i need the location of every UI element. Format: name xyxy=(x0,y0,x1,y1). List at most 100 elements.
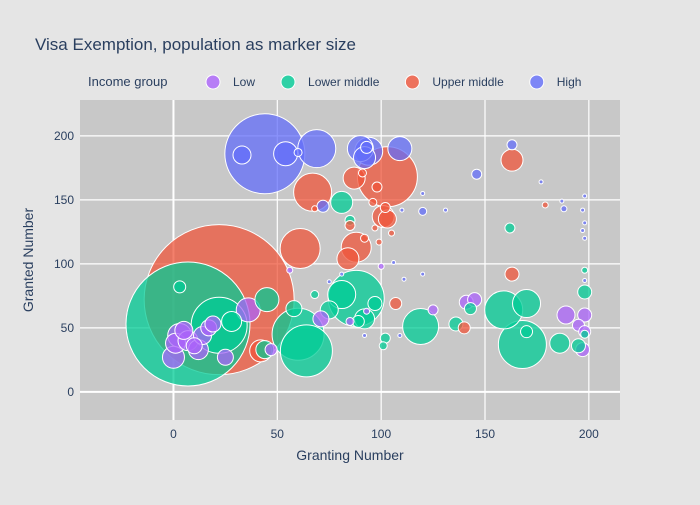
data-point-upper-middle xyxy=(368,197,378,207)
data-point-low xyxy=(204,315,222,333)
data-point-lower-middle xyxy=(173,280,187,294)
data-point-high xyxy=(326,279,332,285)
data-point-upper-middle xyxy=(457,321,471,335)
data-point-lower-middle xyxy=(504,222,516,234)
data-point-upper-middle xyxy=(344,219,356,231)
data-point-lower-middle xyxy=(285,300,303,318)
data-points xyxy=(125,113,593,387)
data-point-low xyxy=(363,307,371,315)
data-point-upper-middle xyxy=(379,202,391,214)
x-tick-label: 0 xyxy=(170,427,177,441)
data-point-lower-middle xyxy=(580,329,590,339)
data-point-high xyxy=(293,147,303,157)
data-point-upper-middle xyxy=(357,168,367,178)
data-point-high xyxy=(420,190,426,196)
chart-title: Visa Exemption, population as marker siz… xyxy=(35,35,356,54)
legend-label-high[interactable]: High xyxy=(557,75,582,89)
data-point-high xyxy=(582,235,588,241)
data-point-lower-middle xyxy=(577,284,593,300)
data-point-lower-middle xyxy=(367,296,383,312)
data-point-upper-middle xyxy=(500,148,524,172)
data-point-high xyxy=(506,139,518,151)
data-point-high xyxy=(471,168,483,180)
data-point-lower-middle xyxy=(581,266,589,274)
legend-label-low[interactable]: Low xyxy=(233,75,255,89)
data-point-upper-middle xyxy=(375,238,383,246)
data-point-upper-middle xyxy=(504,266,520,282)
data-point-lower-middle xyxy=(549,332,571,354)
data-point-lower-middle xyxy=(330,190,354,214)
legend-title: Income group xyxy=(88,74,168,89)
legend-label-lower-middle[interactable]: Lower middle xyxy=(308,75,380,89)
data-point-upper-middle xyxy=(389,297,403,311)
data-point-upper-middle xyxy=(360,233,370,243)
x-tick-label: 100 xyxy=(371,427,391,441)
data-point-lower-middle xyxy=(327,280,357,310)
data-point-low xyxy=(264,343,278,357)
data-point-upper-middle xyxy=(279,227,321,269)
x-axis-title: Granting Number xyxy=(296,447,404,463)
data-point-lower-middle xyxy=(497,319,547,369)
data-point-lower-middle xyxy=(279,324,333,378)
data-point-high xyxy=(391,260,397,266)
data-point-upper-middle xyxy=(371,224,379,232)
data-point-low xyxy=(185,337,203,355)
y-axis-title: Granted Number xyxy=(20,208,36,313)
data-point-high xyxy=(387,136,413,162)
data-point-low xyxy=(312,310,330,328)
y-tick-label: 150 xyxy=(54,193,74,207)
data-point-lower-middle xyxy=(512,289,542,319)
data-point-high xyxy=(297,129,337,169)
y-tick-label: 200 xyxy=(54,129,74,143)
tick-labels: 0 50 100 150 200 0 50 100 150 200 xyxy=(54,129,599,441)
data-point-high xyxy=(362,333,368,339)
data-point-high xyxy=(401,276,407,282)
data-point-high xyxy=(316,199,330,213)
legend-marker-upper-middle[interactable] xyxy=(404,74,420,90)
data-point-high xyxy=(420,271,426,277)
data-point-low xyxy=(427,304,439,316)
data-point-high xyxy=(582,220,588,226)
legend: Income group Low Lower middle Upper middle… xyxy=(88,74,582,90)
data-point-upper-middle xyxy=(541,201,549,209)
data-point-lower-middle xyxy=(402,308,440,346)
legend-label-upper-middle[interactable]: Upper middle xyxy=(432,75,504,89)
data-point-low xyxy=(377,262,385,270)
data-point-high xyxy=(232,145,252,165)
data-point-low xyxy=(174,320,194,340)
y-tick-label: 100 xyxy=(54,257,74,271)
data-point-high xyxy=(559,198,565,204)
x-tick-label: 150 xyxy=(475,427,495,441)
data-point-lower-middle xyxy=(221,310,243,332)
data-point-high xyxy=(360,140,374,154)
legend-marker-high[interactable] xyxy=(529,74,545,90)
data-point-upper-middle xyxy=(388,229,396,237)
y-tick-label: 0 xyxy=(67,385,74,399)
data-point-low xyxy=(556,305,576,325)
data-point-upper-middle xyxy=(336,247,360,271)
legend-marker-lower-middle[interactable] xyxy=(280,74,296,90)
data-point-high xyxy=(443,207,449,213)
data-point-lower-middle xyxy=(463,302,477,316)
data-point-upper-middle xyxy=(377,209,397,229)
data-point-low xyxy=(216,348,234,366)
x-tick-label: 200 xyxy=(579,427,599,441)
data-point-high xyxy=(560,205,568,213)
y-tick-label: 50 xyxy=(61,321,75,335)
data-point-high xyxy=(580,207,586,213)
data-point-low xyxy=(345,316,355,326)
data-point-low xyxy=(286,266,294,274)
x-tick-label: 50 xyxy=(271,427,285,441)
legend-marker-low[interactable] xyxy=(205,74,221,90)
data-point-upper-middle xyxy=(371,181,383,193)
data-point-high xyxy=(399,207,405,213)
data-point-lower-middle xyxy=(310,290,320,300)
data-point-high xyxy=(538,179,544,185)
data-point-lower-middle xyxy=(254,287,280,313)
data-point-high xyxy=(418,206,428,216)
data-point-low xyxy=(577,307,593,323)
data-point-lower-middle xyxy=(520,325,534,339)
data-point-lower-middle xyxy=(378,341,388,351)
